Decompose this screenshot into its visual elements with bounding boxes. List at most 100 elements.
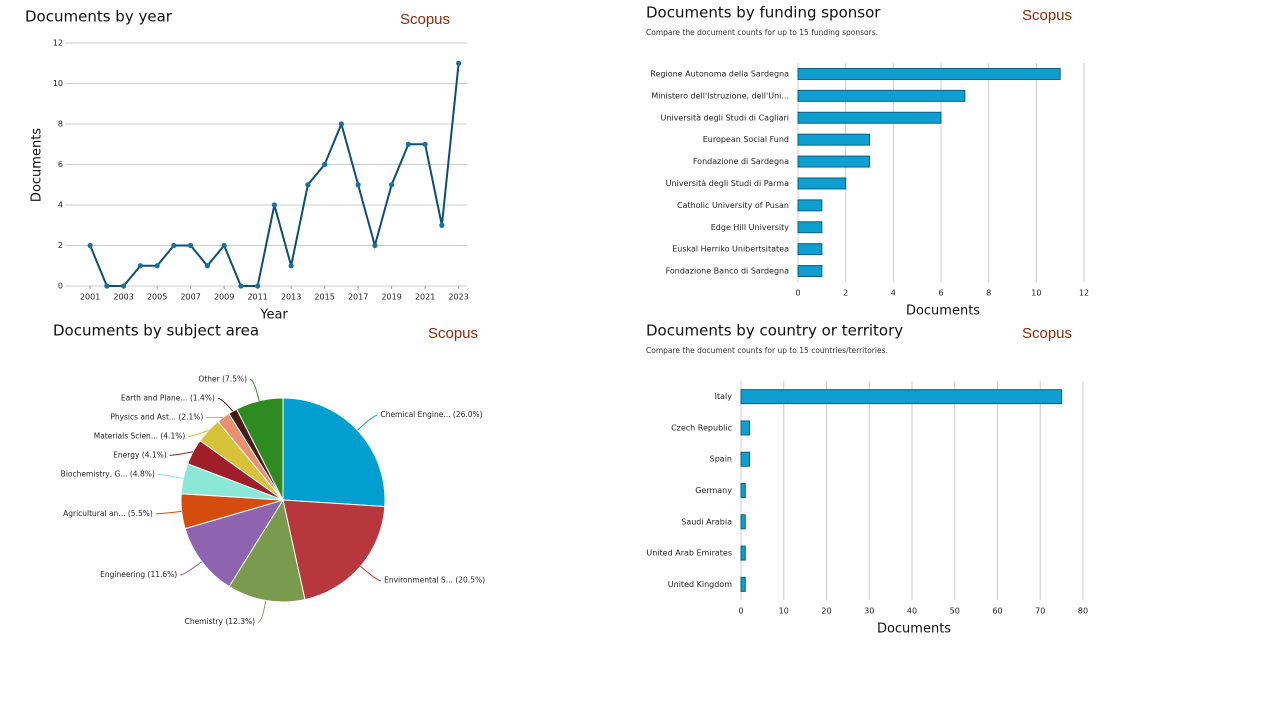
point	[422, 141, 428, 147]
brand: Scopus	[1022, 325, 1072, 342]
leader-line	[169, 451, 194, 456]
category-label: Fondazione Banco di Sardegna	[666, 267, 790, 276]
y-tick-label: 0	[58, 282, 63, 291]
point	[439, 222, 445, 228]
x-tick-label: 8	[986, 289, 991, 298]
x-axis-label: Documents	[906, 304, 980, 319]
slice-name: Chemistry	[185, 617, 224, 626]
chart-title: Documents by country or territory	[646, 322, 903, 340]
point	[288, 263, 294, 269]
x-axis-label: Year	[259, 308, 288, 323]
slice-name: Agricultural an...	[63, 509, 125, 518]
point	[238, 283, 244, 289]
y-tick-label: 4	[58, 201, 63, 210]
bar	[740, 576, 746, 592]
slice-name: Other	[198, 374, 220, 383]
slice-value: (26.0%)	[453, 410, 483, 419]
slice-name: Materials Scien...	[94, 431, 158, 440]
x-tick-label: 2023	[448, 293, 468, 302]
x-tick-label: 40	[907, 607, 917, 616]
category-label: United Arab Emirates	[646, 549, 732, 558]
slice-label: Biochemistry, G... (4.8%)	[61, 469, 155, 478]
category-label: Regione Autonoma della Sardegna	[650, 69, 789, 78]
slice-value: (2.1%)	[178, 412, 203, 421]
x-tick-label: 12	[1079, 289, 1089, 298]
slice-name: Energy	[113, 450, 140, 459]
y-tick-label: 12	[53, 39, 63, 48]
slice-value: (7.5%)	[222, 374, 247, 383]
bar	[797, 221, 823, 234]
x-tick-label: 10	[1031, 289, 1041, 298]
point	[121, 283, 127, 289]
bar	[740, 483, 746, 498]
point	[137, 263, 143, 269]
bar	[797, 89, 966, 102]
slice-value: (12.3%)	[225, 617, 255, 626]
leader-line	[155, 510, 182, 515]
slice-label: Agricultural an... (5.5%)	[63, 509, 153, 518]
x-tick-label: 2005	[147, 293, 167, 302]
slice-value: (20.5%)	[455, 576, 485, 585]
line	[89, 63, 460, 287]
slice-label: Engineering (11.6%)	[100, 570, 177, 579]
y-tick-label: 6	[58, 160, 63, 169]
slice-value: (4.8%)	[130, 469, 155, 478]
slice-label: Physics and Ast... (2.1%)	[110, 412, 203, 421]
point	[456, 60, 462, 66]
category-label: European Social Fund	[703, 135, 789, 144]
y-tick-label: 8	[58, 120, 63, 129]
category-label: Czech Republic	[671, 423, 732, 432]
slice-name: Engineering	[100, 570, 145, 579]
chart-title: Documents by year	[25, 8, 173, 26]
category-label: Germany	[695, 486, 732, 495]
point	[154, 263, 160, 269]
x-tick-label: 2007	[180, 293, 200, 302]
category-label: Edge Hill University	[711, 223, 790, 232]
slice-value: (4.1%)	[142, 450, 167, 459]
point	[221, 242, 227, 249]
pie-slice	[228, 498, 306, 603]
x-tick-label: 2001	[80, 293, 100, 302]
slice-label: Energy (4.1%)	[113, 450, 167, 459]
slice-name: Environmental S...	[384, 576, 453, 585]
leader-line	[217, 397, 234, 412]
x-tick-label: 2013	[281, 293, 301, 302]
slice-name: Earth and Plane...	[121, 393, 188, 402]
point	[372, 242, 378, 249]
slice-value: (4.1%)	[160, 431, 185, 440]
x-tick-label: 2021	[415, 293, 435, 302]
x-tick-label: 30	[864, 607, 874, 616]
slice-label: Earth and Plane... (1.4%)	[121, 393, 215, 402]
slice-label: Other (7.5%)	[198, 374, 247, 383]
bar	[740, 514, 746, 530]
category-label: Ministero dell'Istruzione, dell'Uni...	[651, 91, 789, 100]
chart-subtitle: Compare the document counts for up to 15…	[646, 28, 878, 37]
point	[255, 283, 261, 289]
point	[171, 242, 177, 249]
pie-slice	[282, 397, 386, 508]
leader-line	[360, 566, 382, 582]
chart-title: Documents by subject area	[53, 322, 259, 340]
bar	[797, 265, 823, 278]
bar	[740, 451, 751, 467]
slice-name: Physics and Ast...	[110, 412, 176, 421]
category-label: Spain	[710, 455, 732, 464]
point	[271, 202, 277, 208]
leader-line	[249, 378, 260, 401]
leader-line	[188, 430, 209, 437]
slice-value: (1.4%)	[190, 393, 215, 402]
x-tick-label: 2015	[314, 293, 334, 302]
slice-label: Chemical Engine... (26.0%)	[380, 410, 482, 419]
category-label: Saudi Arabia	[681, 517, 732, 526]
x-tick-label: 2009	[214, 293, 234, 302]
x-tick-label: 2	[843, 289, 848, 298]
slice-label: Chemistry (12.3%)	[185, 617, 256, 626]
chart-subtitle: Compare the document counts for up to 15…	[646, 346, 888, 355]
bar	[797, 177, 847, 190]
x-tick-label: 70	[1035, 607, 1045, 616]
slice-value: (11.6%)	[148, 570, 178, 579]
x-tick-label: 60	[992, 607, 1002, 616]
x-tick-label: 80	[1078, 607, 1088, 616]
y-tick-label: 2	[58, 241, 63, 250]
